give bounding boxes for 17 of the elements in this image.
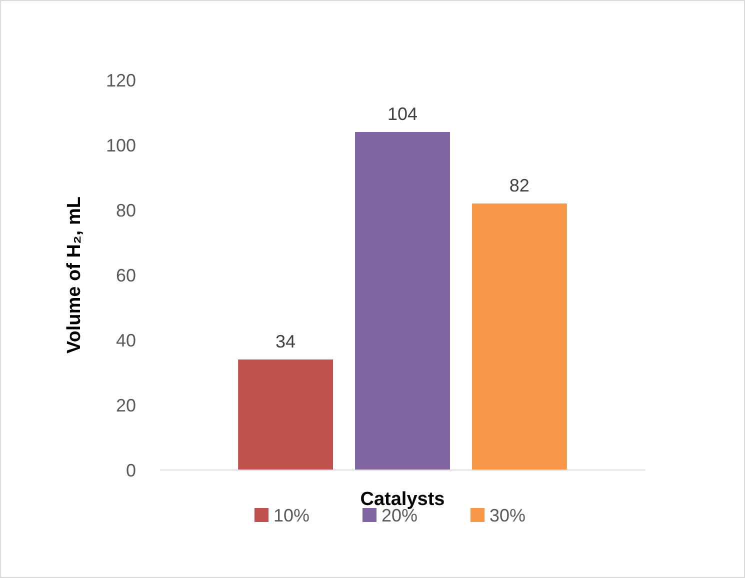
data-label: 82 <box>509 176 530 196</box>
data-label: 34 <box>276 332 296 352</box>
legend-label: 30% <box>490 505 526 526</box>
y-tick-label: 0 <box>126 460 136 480</box>
y-tick-label: 20 <box>116 395 136 416</box>
y-tick-label: 60 <box>116 265 136 286</box>
data-label: 104 <box>387 104 418 124</box>
y-tick-label: 120 <box>106 70 136 90</box>
bar <box>355 132 450 470</box>
legend-label: 10% <box>274 505 310 526</box>
x-axis-title: Catalysts <box>360 489 445 510</box>
y-axis-title: Volume of H₂, mL <box>64 196 85 354</box>
y-tick-label: 80 <box>116 200 136 220</box>
bar <box>472 204 567 470</box>
y-tick-label: 40 <box>116 330 136 350</box>
y-tick-label: 100 <box>106 135 136 156</box>
bar <box>238 360 334 470</box>
